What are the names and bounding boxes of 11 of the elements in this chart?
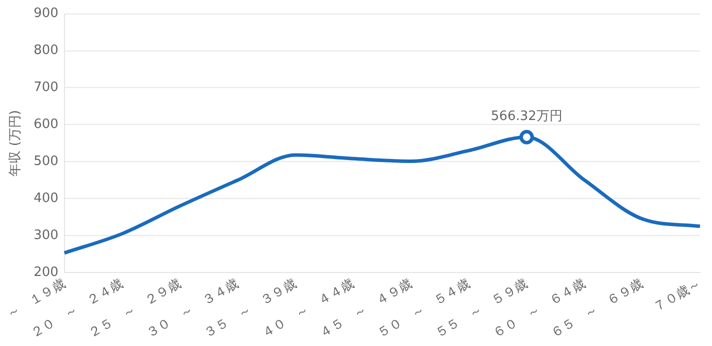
annotation: 566.32万円 [490, 108, 562, 124]
y-tick-label: 600 [34, 117, 58, 132]
y-tick-label: 200 [34, 264, 58, 280]
y-axis-title: 年収 (万円) [8, 110, 24, 176]
y-tick-label: 400 [34, 190, 58, 206]
y-tick-label: 500 [34, 154, 58, 169]
x-tick-label: ７０歳～ [651, 276, 704, 316]
y-tick-label: 800 [34, 43, 58, 58]
y-tick-label: 900 [34, 6, 58, 22]
y-tick-label: 700 [34, 80, 58, 96]
y-tick-label: 300 [34, 228, 58, 243]
